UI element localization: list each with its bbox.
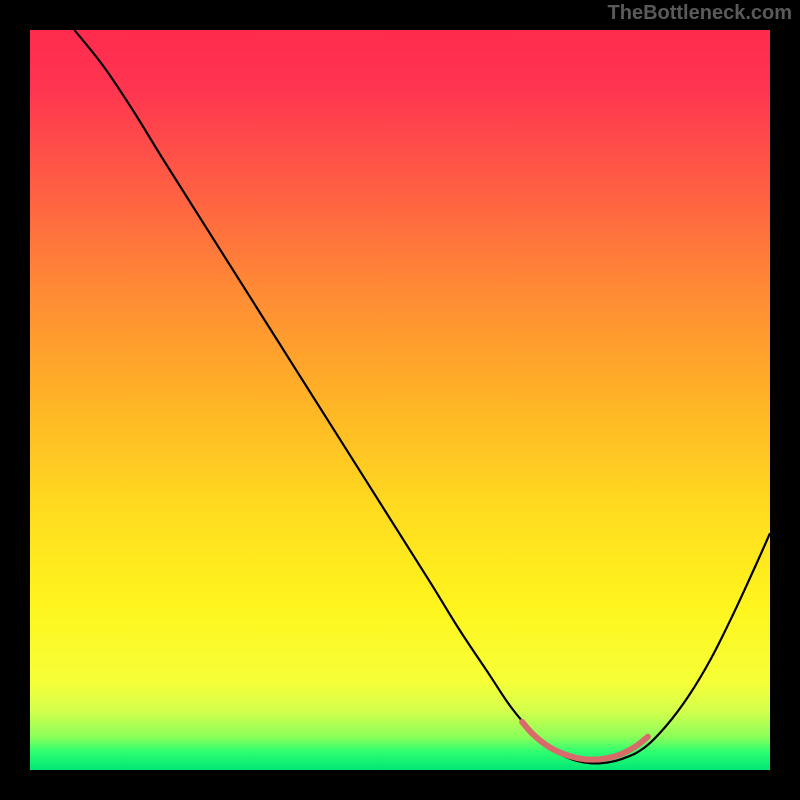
- watermark-text: TheBottleneck.com: [608, 2, 792, 25]
- chart-container: TheBottleneck.com: [0, 0, 800, 800]
- chart-svg: [0, 0, 800, 800]
- plot-area: [30, 30, 770, 770]
